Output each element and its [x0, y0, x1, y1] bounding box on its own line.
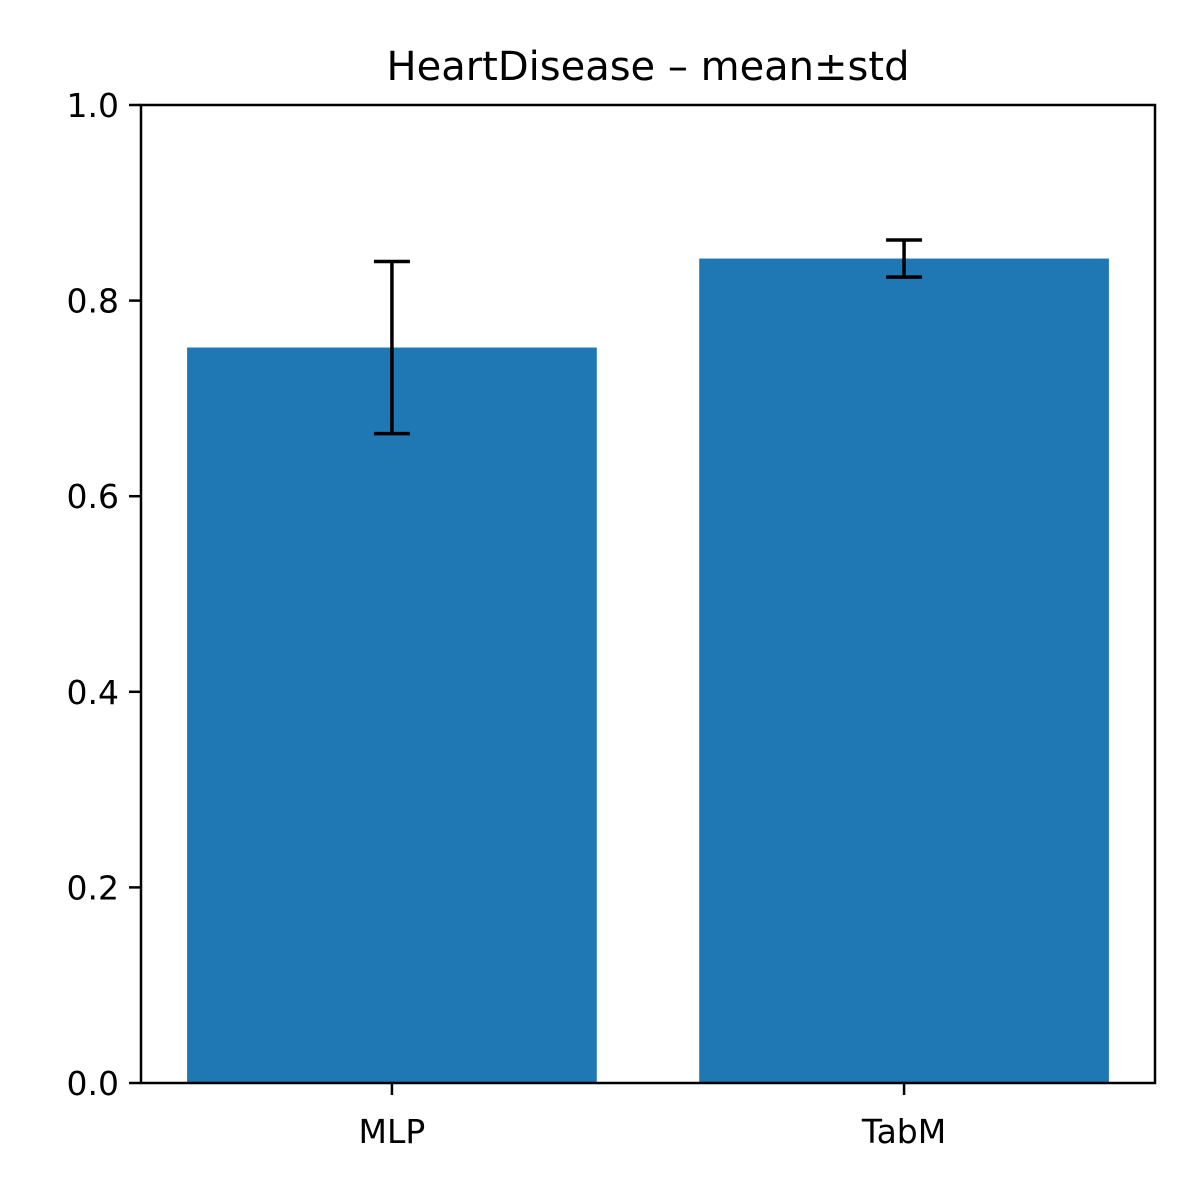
error-bars-layer: [373, 238, 923, 436]
bar-mlp: [187, 347, 597, 1083]
y-tick-label: 0.6: [67, 477, 119, 516]
y-tick-label: 0.8: [67, 282, 119, 321]
error-bar-mlp: [373, 259, 410, 436]
x-tick-label-mlp: MLP: [359, 1112, 426, 1151]
chart-title: HeartDisease – mean±std: [387, 44, 910, 90]
x-axis: MLP TabM: [359, 1083, 946, 1151]
bars-layer: [187, 258, 1109, 1083]
x-tick-label-tabm: TabM: [861, 1112, 946, 1151]
error-bar-tabm: [886, 238, 923, 279]
y-tick-label: 0.0: [67, 1064, 119, 1103]
y-tick-label: 1.0: [67, 86, 119, 125]
y-axis: 0.0 0.2 0.4 0.6 0.8 1.0: [67, 86, 141, 1103]
plot-frame: [139, 103, 1157, 1085]
bar-tabm: [699, 258, 1109, 1083]
y-tick-label: 0.4: [67, 673, 119, 712]
y-tick-label: 0.2: [67, 868, 119, 907]
